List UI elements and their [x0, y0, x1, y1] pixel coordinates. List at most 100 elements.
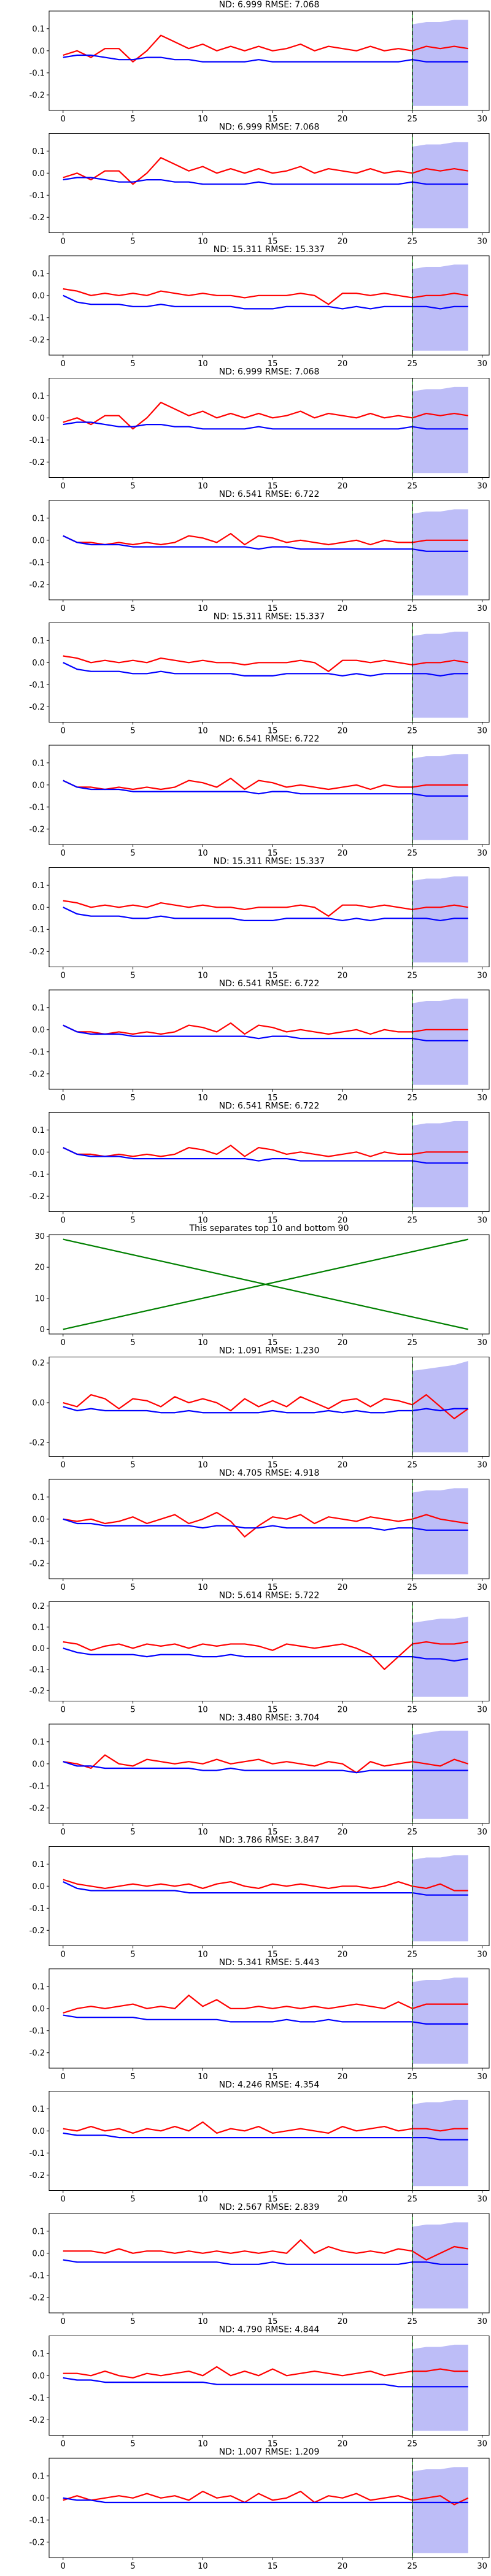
subplot-title: ND: 3.480 RMSE: 3.704	[219, 1713, 320, 1723]
y-tick-label: 0.0	[32, 169, 45, 178]
subplot-11: This separates top 10 and bottom 90 0 5 10 1…	[34, 1224, 490, 1347]
x-tick-label: 30	[477, 1216, 487, 1225]
x-tick-label: 0	[61, 359, 66, 369]
x-tick-label: 15	[268, 2195, 278, 2204]
y-tick-label: 0.1	[32, 147, 45, 156]
x-tick-label: 0	[61, 1706, 66, 1715]
series-line-blue	[63, 1761, 468, 1774]
x-tick-label: 10	[198, 2072, 208, 2082]
y-tick-label: -0.2	[29, 1559, 45, 1568]
x-tick-label: 5	[130, 237, 135, 247]
plot-area	[63, 1969, 468, 2068]
series-line-red	[63, 157, 469, 185]
confidence-band	[412, 631, 468, 718]
series-line-red	[63, 1144, 468, 1157]
y-tick-label: 0.0	[32, 1399, 45, 1408]
plot-area	[63, 256, 469, 355]
plot-area	[63, 2458, 469, 2558]
x-tick-label: 20	[338, 1338, 348, 1347]
x-tick-label: 10	[198, 1828, 208, 1837]
x-tick-label: 30	[477, 237, 487, 247]
x-tick-label: 5	[130, 1216, 135, 1225]
x-tick-label: 15	[268, 2317, 278, 2326]
subplot-10: ND: 6.541 RMSE: 6.722 0 5 10 15 20 25 30 0.1 0.0 -…	[29, 1102, 490, 1225]
series-line-blue	[63, 421, 468, 430]
x-tick-label: 5	[130, 1583, 135, 1592]
x-tick-label: 20	[338, 2195, 348, 2204]
x-tick-label: 20	[338, 2562, 348, 2571]
y-tick-label: -0.1	[29, 1782, 45, 1791]
x-tick-label: 0	[61, 115, 66, 124]
x-tick-label: 30	[477, 2317, 487, 2326]
y-tick-label: -0.2	[29, 1192, 45, 1202]
x-tick-label: 25	[408, 1706, 418, 1715]
x-tick-label: 30	[477, 1338, 487, 1347]
y-tick-label: 0.0	[32, 781, 45, 790]
x-tick-label: 25	[408, 359, 418, 369]
y-tick-label: -0.2	[29, 2049, 45, 2058]
x-tick-label: 20	[338, 1583, 348, 1592]
subplot-title: ND: 3.786 RMSE: 3.847	[219, 1836, 320, 1846]
x-tick-label: 5	[130, 2317, 135, 2326]
y-tick-label: -0.1	[29, 1048, 45, 1057]
subplot-title: ND: 6.541 RMSE: 6.722	[219, 489, 320, 499]
y-tick-label: 0.1	[32, 637, 45, 646]
x-tick-label: 25	[408, 237, 418, 247]
x-tick-label: 10	[198, 237, 208, 247]
y-tick-label: -0.2	[29, 213, 45, 223]
series-line-red	[63, 2239, 469, 2261]
y-tick-label: 0.1	[32, 392, 45, 401]
subplot-8: ND: 15.311 RMSE: 15.337 0 5 10 15 20 25 30 0.1 0.…	[29, 857, 490, 981]
x-tick-label: 10	[198, 972, 208, 981]
axes-frame	[48, 1846, 490, 1946]
x-tick-label: 10	[198, 1706, 208, 1715]
confidence-band	[412, 2099, 468, 2187]
series-line-red	[63, 1879, 468, 1892]
x-tick-label: 25	[408, 1828, 418, 1837]
x-tick-label: 25	[408, 1216, 418, 1225]
x-tick-label: 5	[130, 482, 135, 491]
series-line-red	[63, 34, 469, 63]
y-tick-label: 0.1	[32, 2227, 45, 2236]
x-tick-label: 5	[130, 2562, 135, 2571]
subplot-12: ND: 1.091 RMSE: 1.230 0 5 10 15 20 25 30 0.2 0.0 -…	[29, 1346, 490, 1470]
axes-frame	[48, 623, 490, 723]
y-tick-label: 0.1	[32, 1982, 45, 1991]
x-tick-label: 10	[198, 359, 208, 369]
y-tick-label: 0.0	[32, 536, 45, 545]
confidence-band	[412, 2222, 468, 2309]
series-line-red	[63, 2366, 468, 2379]
x-tick-label: 30	[477, 1950, 487, 1960]
x-tick-label: 15	[268, 482, 278, 491]
x-tick-label: 15	[268, 1338, 278, 1347]
y-tick-label: 0.1	[32, 1738, 45, 1747]
axes-frame	[48, 2336, 490, 2436]
y-tick-label: 0.1	[32, 1126, 45, 1135]
x-tick-label: 20	[338, 2440, 348, 2449]
series-line-red	[63, 1995, 468, 2014]
y-tick-label: -0.1	[29, 681, 45, 690]
axes-frame	[48, 1601, 490, 1701]
x-tick-label: 0	[61, 727, 66, 736]
plot-area	[63, 1357, 469, 1457]
axes-frame	[48, 1234, 490, 1335]
y-tick-label: -0.1	[29, 2394, 45, 2403]
x-tick-label: 5	[130, 1706, 135, 1715]
x-tick-label: 10	[198, 849, 208, 858]
series-line-red	[63, 900, 469, 917]
x-tick-label: 25	[408, 972, 418, 981]
subplot-title: ND: 6.541 RMSE: 6.722	[219, 1102, 320, 1111]
x-tick-label: 0	[61, 1583, 66, 1592]
x-tick-label: 5	[130, 2072, 135, 2082]
subplot-6: ND: 15.311 RMSE: 15.337 0 5 10 15 20 25 30 0.1 0.…	[29, 612, 490, 736]
y-tick-label: -0.2	[29, 458, 45, 467]
x-tick-label: 25	[408, 849, 418, 858]
axes-frame	[48, 2213, 490, 2313]
x-tick-label: 30	[477, 604, 487, 613]
plot-area	[63, 867, 469, 967]
subplot-title: ND: 6.999 RMSE: 7.068	[219, 367, 320, 377]
subplot-title: ND: 6.999 RMSE: 7.068	[219, 123, 320, 132]
x-tick-label: 15	[268, 1950, 278, 1960]
series-line-blue	[63, 54, 468, 63]
y-tick-label: 0.0	[32, 2249, 45, 2258]
